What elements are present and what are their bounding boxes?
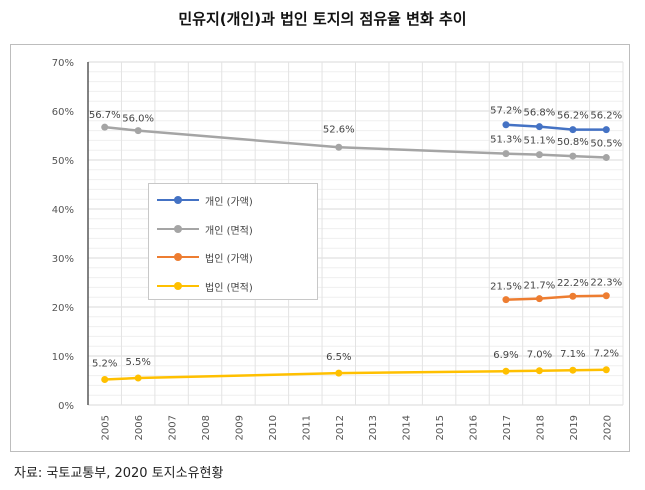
legend-label: 개인 (가액) bbox=[205, 196, 253, 208]
legend-item: 법인 (가액) bbox=[157, 249, 253, 265]
data-point bbox=[502, 121, 510, 129]
legend-item: 개인 (면적) bbox=[157, 221, 253, 237]
data-point bbox=[134, 127, 142, 135]
data-point bbox=[535, 295, 543, 303]
x-tick-label: 2006 bbox=[134, 415, 145, 440]
x-tick-label: 2020 bbox=[602, 415, 613, 440]
x-tick-label: 2014 bbox=[402, 415, 413, 440]
data-point bbox=[569, 292, 577, 300]
legend-label: 법인 (면적) bbox=[205, 282, 253, 294]
legend-swatch-icon bbox=[157, 225, 199, 233]
series-line bbox=[505, 294, 607, 301]
data-label: 56.7% bbox=[89, 110, 121, 121]
data-point bbox=[134, 374, 142, 382]
data-label: 22.3% bbox=[590, 278, 622, 289]
data-point bbox=[535, 367, 543, 375]
legend-item: 개인 (가액) bbox=[157, 192, 253, 208]
data-point bbox=[335, 143, 343, 151]
x-tick-label: 2010 bbox=[268, 415, 279, 440]
y-tick-label: 60% bbox=[52, 107, 74, 118]
data-label: 56.2% bbox=[590, 111, 622, 122]
data-label: 52.6% bbox=[323, 124, 355, 135]
data-point bbox=[535, 123, 543, 131]
data-label: 50.8% bbox=[557, 137, 589, 148]
y-tick-label: 0% bbox=[58, 401, 74, 412]
x-tick-label: 2016 bbox=[469, 415, 480, 440]
data-label: 21.5% bbox=[490, 282, 522, 293]
x-tick-label: 2013 bbox=[368, 415, 379, 440]
data-label: 51.3% bbox=[490, 135, 522, 146]
data-label: 21.7% bbox=[524, 281, 556, 292]
y-tick-label: 50% bbox=[52, 156, 74, 167]
y-tick-label: 40% bbox=[52, 205, 74, 216]
source-note: 자료: 국토교통부, 2020 토지소유현황 bbox=[14, 466, 224, 481]
chart-frame bbox=[10, 44, 630, 452]
x-tick-label: 2009 bbox=[234, 415, 245, 440]
data-label: 56.8% bbox=[524, 108, 556, 119]
x-tick-label: 2017 bbox=[502, 415, 513, 440]
y-tick-label: 20% bbox=[52, 303, 74, 314]
legend-swatch-icon bbox=[157, 282, 199, 290]
y-tick-label: 10% bbox=[52, 352, 74, 363]
legend-swatch-icon bbox=[157, 253, 199, 261]
data-point bbox=[602, 126, 610, 134]
x-tick-label: 2007 bbox=[168, 415, 179, 440]
data-label: 51.1% bbox=[524, 136, 556, 147]
data-point bbox=[502, 367, 510, 375]
data-point bbox=[502, 296, 510, 304]
data-label: 7.2% bbox=[594, 349, 619, 360]
data-label: 56.0% bbox=[122, 114, 154, 125]
data-point bbox=[602, 154, 610, 162]
legend-label: 법인 (가액) bbox=[205, 253, 253, 265]
data-label: 22.2% bbox=[557, 278, 589, 289]
x-tick-label: 2018 bbox=[535, 415, 546, 440]
legend: 개인 (가액) 개인 (면적) 법인 (가액) 법인 (면적) bbox=[148, 183, 318, 300]
data-label: 7.0% bbox=[527, 350, 552, 361]
data-label: 7.1% bbox=[560, 349, 585, 360]
legend-swatch-icon bbox=[157, 196, 199, 204]
data-point bbox=[569, 126, 577, 134]
data-point bbox=[569, 152, 577, 160]
series-line bbox=[505, 123, 607, 131]
data-point bbox=[602, 292, 610, 300]
x-tick-label: 2012 bbox=[335, 415, 346, 440]
y-tick-label: 30% bbox=[52, 254, 74, 265]
data-label: 56.2% bbox=[557, 111, 589, 122]
data-point bbox=[569, 366, 577, 374]
legend-item: 법인 (면적) bbox=[157, 278, 253, 294]
data-point bbox=[502, 150, 510, 158]
x-tick-label: 2008 bbox=[201, 415, 212, 440]
x-tick-label: 2015 bbox=[435, 415, 446, 440]
x-tick-label: 2011 bbox=[301, 415, 312, 440]
data-point bbox=[335, 369, 343, 377]
y-tick-label: 70% bbox=[52, 58, 74, 69]
data-label: 5.5% bbox=[125, 357, 150, 368]
data-point bbox=[535, 151, 543, 159]
data-label: 57.2% bbox=[490, 106, 522, 117]
data-point bbox=[101, 123, 109, 131]
legend-label: 개인 (면적) bbox=[205, 225, 253, 237]
data-point bbox=[101, 376, 109, 384]
data-point bbox=[602, 366, 610, 374]
data-label: 5.2% bbox=[92, 359, 117, 370]
x-tick-label: 2019 bbox=[569, 415, 580, 440]
data-label: 6.9% bbox=[493, 350, 518, 361]
data-label: 6.5% bbox=[326, 352, 351, 363]
chart-title: 민유지(개인)과 법인 토지의 점유율 변화 추이 bbox=[178, 10, 467, 28]
data-label: 50.5% bbox=[590, 139, 622, 150]
x-tick-label: 2005 bbox=[101, 415, 112, 440]
